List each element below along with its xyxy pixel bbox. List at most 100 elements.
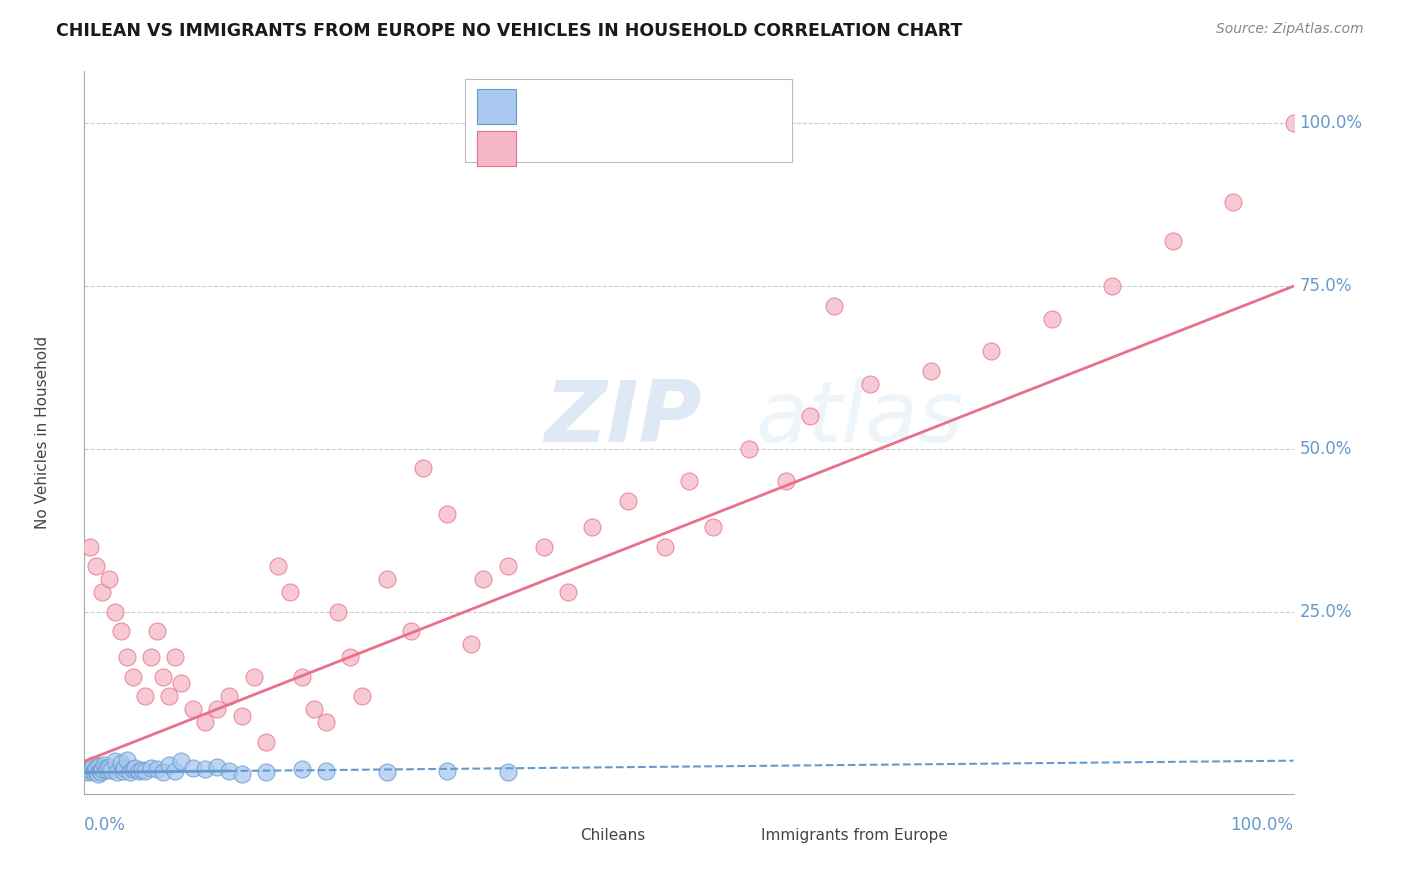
Point [254, 735, 277, 749]
Point [134, 690, 156, 704]
Point [291, 670, 314, 684]
Text: Immigrants from Europe: Immigrants from Europe [762, 829, 949, 843]
Point [315, 764, 337, 778]
Point [94, 761, 117, 775]
Point [254, 765, 277, 780]
Point [84, 763, 107, 777]
Text: atlas: atlas [755, 376, 963, 459]
Point [87, 759, 110, 773]
Text: 50.0%: 50.0% [1299, 440, 1353, 458]
Point [124, 761, 146, 775]
Text: N = 49: N = 49 [659, 101, 727, 120]
Point [472, 572, 495, 586]
Point [93, 757, 115, 772]
Point [112, 761, 135, 775]
Point [194, 715, 217, 730]
Point [920, 364, 942, 378]
Point [146, 762, 169, 776]
FancyBboxPatch shape [465, 78, 792, 161]
Text: 100.0%: 100.0% [1230, 815, 1294, 833]
Point [218, 764, 240, 778]
Point [134, 764, 156, 778]
Point [1101, 279, 1123, 293]
Point [152, 765, 174, 780]
Text: 100.0%: 100.0% [1299, 114, 1362, 132]
Point [702, 520, 724, 534]
Point [328, 605, 350, 619]
Point [112, 764, 135, 778]
Point [100, 764, 122, 778]
Point [399, 624, 422, 639]
Point [80, 759, 103, 773]
Point [139, 761, 162, 775]
Point [302, 702, 325, 716]
Text: ZIP: ZIP [544, 376, 702, 459]
Point [90, 765, 112, 780]
Point [1040, 311, 1063, 326]
Point [267, 559, 290, 574]
Point [97, 572, 120, 586]
Point [91, 762, 114, 776]
Point [278, 585, 301, 599]
Point [121, 762, 143, 776]
Point [165, 764, 187, 778]
Point [496, 559, 519, 574]
Point [738, 442, 761, 456]
Point [436, 507, 458, 521]
Point [121, 670, 143, 684]
Point [775, 475, 797, 489]
Text: 0.0%: 0.0% [84, 815, 127, 833]
Point [231, 708, 253, 723]
Point [231, 767, 253, 781]
Point [375, 765, 398, 780]
Point [207, 759, 229, 773]
Point [120, 765, 142, 780]
Point [352, 690, 374, 704]
Point [980, 344, 1002, 359]
Point [157, 690, 180, 704]
Point [170, 676, 193, 690]
Point [436, 764, 458, 778]
Text: Chileans: Chileans [581, 829, 645, 843]
Point [76, 762, 98, 776]
Point [86, 559, 108, 574]
Text: No Vehicles in Household: No Vehicles in Household [35, 336, 49, 529]
Point [533, 540, 555, 554]
Text: CHILEAN VS IMMIGRANTS FROM EUROPE NO VEHICLES IN HOUSEHOLD CORRELATION CHART: CHILEAN VS IMMIGRANTS FROM EUROPE NO VEH… [56, 22, 963, 40]
Text: R =  0.681: R = 0.681 [534, 143, 638, 161]
Point [1161, 234, 1184, 248]
Point [115, 650, 138, 665]
Point [194, 762, 217, 776]
Point [75, 764, 97, 778]
Point [86, 767, 108, 781]
Point [315, 715, 337, 730]
Text: N = 56: N = 56 [659, 143, 727, 161]
Text: Source: ZipAtlas.com: Source: ZipAtlas.com [1216, 22, 1364, 37]
Point [83, 764, 105, 779]
Text: R = 0.070: R = 0.070 [534, 101, 633, 120]
Point [104, 755, 127, 769]
Point [617, 494, 640, 508]
Point [82, 757, 104, 772]
FancyBboxPatch shape [478, 89, 516, 124]
Point [557, 585, 579, 599]
Point [654, 540, 676, 554]
Point [207, 702, 229, 716]
Point [291, 762, 314, 776]
Point [79, 764, 101, 778]
Point [110, 756, 132, 770]
Point [1282, 116, 1305, 130]
Point [460, 637, 482, 651]
Point [412, 461, 434, 475]
Point [1222, 194, 1244, 209]
Point [799, 409, 821, 424]
Point [139, 650, 162, 665]
Point [86, 762, 108, 776]
Point [181, 761, 204, 775]
Point [77, 765, 100, 780]
Point [115, 753, 138, 767]
Point [181, 702, 204, 716]
Point [104, 605, 127, 619]
Point [110, 624, 132, 639]
Point [218, 690, 240, 704]
